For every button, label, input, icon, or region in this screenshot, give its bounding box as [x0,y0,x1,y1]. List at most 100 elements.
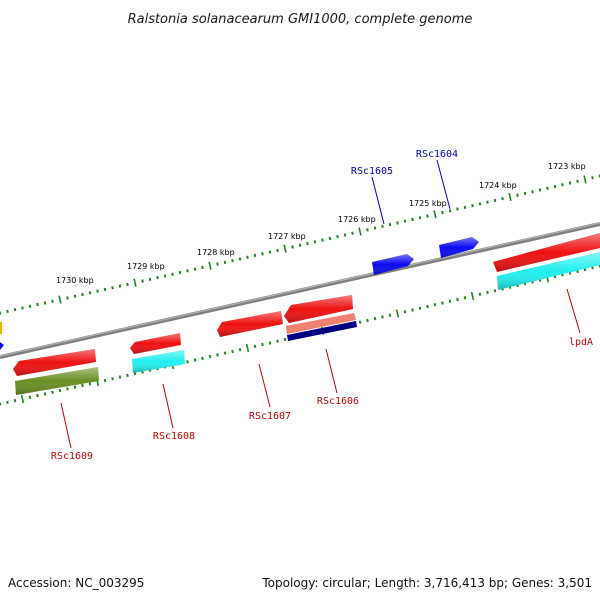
gene-rsc1606-navy[interactable] [287,321,357,341]
tick-mark [118,284,122,288]
tick-mark [178,270,182,275]
tick-mark [28,304,32,308]
tick-mark [568,181,572,185]
tick-mark [238,348,242,352]
gene-label-rsc1605[interactable]: RSc1605 [351,166,393,177]
tick-label: 1725 kbp [409,199,447,208]
backbone-arc [0,222,600,359]
tick-mark [546,186,549,190]
tick-mark [73,385,77,389]
tick-mark [343,233,347,237]
tick-mark [456,297,459,302]
tick-mark [583,175,587,184]
tick-mark [276,248,279,253]
tick-mark [463,296,467,300]
tick-mark [456,207,459,211]
tick-mark [216,353,219,357]
tick-mark [81,383,84,388]
leader-lpda [566,288,581,334]
tick-mark [223,260,227,265]
tick-mark [238,257,242,261]
gene-label-rsc1604[interactable]: RSc1604 [416,149,458,160]
tick-mark [103,378,107,383]
gene-rsc1606-salmon[interactable] [286,313,356,334]
gene-lpda-cyan-shade [497,252,600,290]
tick-mark [141,279,144,283]
tick-mark [358,227,362,236]
tick-mark [111,286,114,290]
tick-mark [478,202,482,206]
forward-genes [0,237,479,350]
tick-mark [268,250,272,254]
tick-mark [6,309,9,314]
tick-mark [523,191,527,196]
tick-mark [381,224,384,229]
tick-mark [36,302,39,307]
tick-mark [268,341,272,345]
tick-mark [328,236,332,241]
tick-mark [426,304,429,309]
tick-mark [246,255,249,259]
tick-mark [118,375,122,379]
tick-mark [418,216,422,220]
gene-rsc1604-shade [439,237,479,258]
tick-mark [493,198,497,203]
tick-mark [208,354,212,359]
tick-mark [441,301,444,305]
tick-mark [201,356,204,361]
tick-mark [193,267,197,271]
gene-label-rsc1607[interactable]: RSc1607 [249,411,291,422]
gene-rsc1608-cyan-shade [132,350,185,373]
topology-text: Topology: circular; Length: 3,716,413 bp… [262,576,592,590]
tick-mark [516,193,519,197]
gene-orange-edge [0,322,2,334]
tick-label: 1724 kbp [479,181,517,190]
tick-mark [223,351,227,355]
tick-mark [553,184,557,189]
tick-mark [186,360,189,364]
tick-mark [561,183,564,187]
map-title: Ralstonia solanacearum GMI1000, complete… [128,12,473,27]
tick-mark [21,306,24,310]
leader-rsc1605 [371,176,385,225]
gene-blue-edge [0,342,4,350]
tick-mark [171,272,174,276]
tick-mark [538,188,542,192]
tick-mark [216,262,219,266]
tick-mark [433,303,437,307]
gene-label-rsc1608[interactable]: RSc1608 [153,431,195,442]
tick-mark [531,190,534,194]
tick-mark [253,253,257,258]
gene-rsc1608-shade [130,333,181,354]
gene-label-rsc1609[interactable]: RSc1609 [51,451,93,462]
reverse-genes [13,233,600,395]
gene-rsc1605-shade [372,254,414,275]
tick-mark [261,252,264,256]
tick-mark [411,217,414,222]
tick-mark [396,221,399,225]
tick-mark [291,245,294,249]
tick-mark [463,205,467,210]
gene-label-lpda[interactable]: lpdA [569,337,593,348]
tick-mark [373,316,377,321]
tick-mark [403,310,407,314]
tick-mark [20,394,25,404]
tick-mark [373,226,377,230]
outer-tick-ring [0,174,600,315]
tick-mark [358,320,362,324]
backbone-highlight [0,222,600,357]
gene-label-rsc1606[interactable]: RSc1606 [317,396,359,407]
tick-mark [478,292,482,296]
tick-mark [96,289,99,293]
tick-mark [486,200,489,204]
gene-rsc1609-shade [13,349,96,376]
tick-mark [313,240,317,244]
tick-mark [13,307,17,312]
gene-rsc1606-shade [284,295,353,323]
tick-mark [81,292,84,297]
tick-mark [283,337,287,342]
tick-mark [351,231,354,235]
tick-label: 1723 kbp [548,162,586,171]
accession-text: Accession: NC_003295 [8,576,145,590]
tick-mark [470,291,475,301]
